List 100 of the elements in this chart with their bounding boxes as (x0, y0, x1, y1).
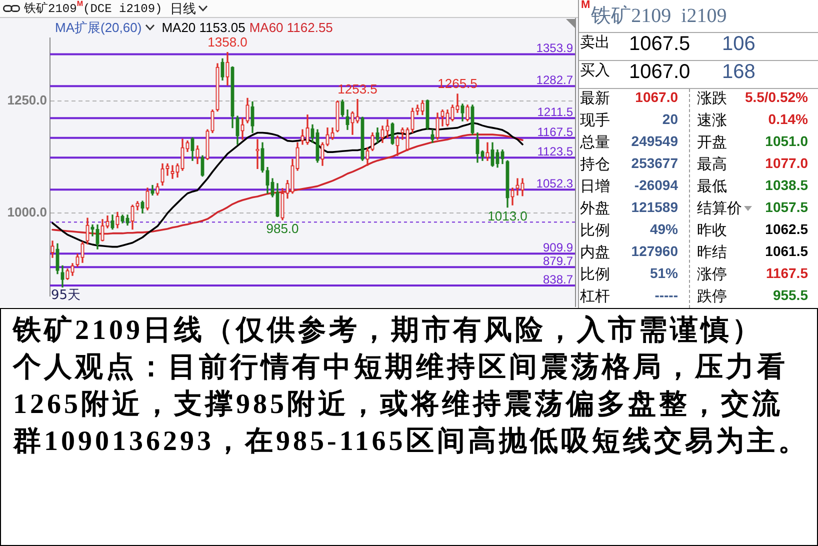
annotation: 1358.0 (208, 34, 248, 50)
candlestick (140, 200, 144, 214)
candlestick (286, 180, 290, 199)
candlestick (290, 158, 294, 194)
text: 1067.5 (629, 33, 690, 56)
candlestick (116, 212, 120, 228)
candlestick (410, 108, 414, 134)
text: 现手 (580, 111, 610, 130)
candlestick (490, 142, 494, 167)
candlestick (226, 52, 230, 86)
candlestick (356, 98, 360, 124)
ref-line-label: 1123.5 (537, 144, 574, 159)
candlestick (386, 119, 390, 138)
candlestick (396, 136, 400, 156)
candlestick (120, 214, 124, 224)
candlestick (340, 100, 344, 117)
text: 日增 (580, 177, 610, 196)
candlestick (360, 116, 364, 161)
candlestick (320, 142, 324, 166)
candlestick (400, 127, 404, 140)
candlestick (316, 129, 320, 163)
candlestick (100, 219, 104, 242)
chart-subtitle: 日线 (170, 0, 196, 18)
candlestick (236, 116, 240, 145)
candlestick (210, 110, 214, 134)
text: 内盘 (580, 243, 610, 262)
text: 249549 (631, 133, 678, 149)
candlestick (130, 204, 134, 230)
text: -26094 (634, 177, 678, 193)
candlestick (510, 188, 514, 206)
candlestick (370, 132, 374, 152)
text: 开盘 (697, 133, 727, 152)
candlestick (86, 218, 90, 244)
ref-line-label: 1167.5 (537, 124, 574, 139)
text: 1067.0 (635, 89, 678, 105)
text: 买入 (580, 61, 610, 80)
candlestick (416, 104, 420, 116)
text: 1062.5 (765, 221, 808, 237)
candlestick (350, 111, 354, 135)
ref-line-label: 1282.7 (536, 73, 574, 88)
text: 49% (650, 221, 678, 237)
candlestick (296, 142, 300, 171)
candlestick (190, 137, 194, 161)
candlestick (66, 268, 70, 280)
candlestick (420, 100, 424, 116)
candlestick (136, 201, 140, 210)
annotation: 95天 (51, 288, 81, 304)
text: 127960 (631, 243, 678, 259)
ref-line-label: 1052.3 (536, 176, 574, 191)
text: 253677 (631, 155, 678, 171)
candlestick (390, 122, 394, 145)
text: ----- (654, 287, 678, 303)
candlestick (506, 160, 510, 208)
candlestick (106, 215, 110, 228)
candlestick (310, 124, 314, 143)
candlestick (266, 166, 270, 194)
candlestick (250, 101, 254, 134)
candlestick (220, 58, 224, 81)
ref-line-label: 879.7 (542, 254, 574, 268)
text: 铁矿2109日线（仅供参考，期市有风险，入市需谨慎） (13, 314, 764, 348)
candlestick (70, 263, 74, 276)
text: 106 (722, 33, 756, 56)
text: $^{M}$铁矿2109 i2109 (579, 0, 818, 33)
text: 卖出 (580, 33, 610, 52)
candlestick (260, 142, 264, 173)
ref-line-label: 909.9 (542, 240, 574, 255)
text: 955.5 (772, 287, 808, 303)
candlestick (496, 149, 500, 168)
ref-line-label: 1211.5 (537, 105, 574, 120)
candlestick (380, 126, 384, 143)
text: 121589 (631, 199, 678, 215)
candlestick (326, 127, 330, 146)
y-tick-label: 1250.0 (7, 92, 47, 108)
candlestick (516, 178, 520, 196)
annotation: 985.0 (266, 220, 299, 236)
candlestick (150, 184, 154, 196)
candlestick (176, 163, 180, 178)
text: 外盘 (580, 199, 610, 218)
text: 1167.5 (766, 265, 808, 281)
candlestick (196, 145, 200, 164)
text: 最低 (697, 177, 727, 196)
ref-line-label: 838.7 (542, 272, 574, 287)
candlestick (170, 165, 174, 179)
text: 0.14% (768, 111, 808, 127)
text: 5.5/0.52% (744, 89, 808, 105)
text: 1067.0 (629, 61, 690, 84)
text: 结算价 (697, 199, 743, 218)
candlestick (270, 178, 274, 198)
candlestick (376, 127, 380, 143)
candlestick (156, 183, 160, 196)
candlestick (480, 150, 484, 161)
candlestick (200, 155, 204, 177)
candlestick (146, 188, 150, 210)
candlestick (230, 66, 234, 128)
text: 个人观点：目前行情有中短期维持区间震荡格局，压力看1265附近，支撑985附近，或将维持震荡偏多盘整，交流群1090136293，在985-1165区间高抛低吸短线交易为主。 (13, 350, 810, 459)
text: 1077.0 (765, 155, 808, 171)
candlestick (276, 183, 280, 218)
text: 速涨 (697, 111, 727, 130)
candlestick (446, 110, 450, 126)
candlestick (216, 63, 220, 112)
